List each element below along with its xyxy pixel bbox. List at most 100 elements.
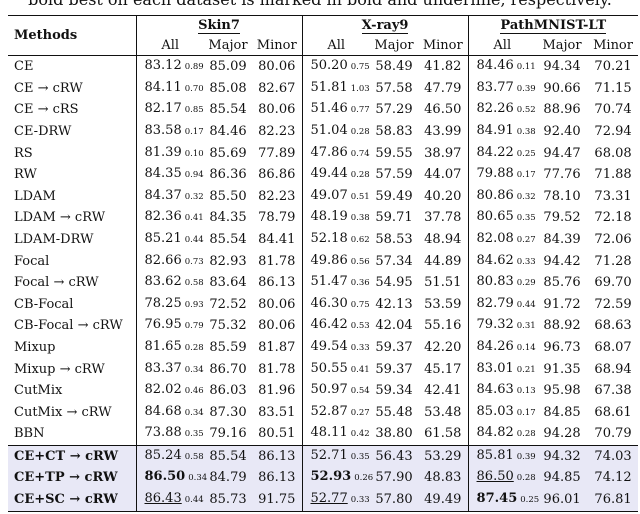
cell-path-minor: 68.08: [594, 145, 632, 161]
cell-skin-minor: 81.96: [252, 380, 303, 402]
cell-skin-major: 86.70: [209, 361, 247, 377]
cell-skin-all: 83.12 0.89: [136, 55, 204, 78]
value-all: 52.77: [310, 491, 348, 507]
value-all: 85.03: [476, 403, 514, 419]
value-all: 82.26: [476, 101, 514, 117]
table-row: Mixup → cRW 83.37 0.34 86.70 81.78 50.55 0.41 5…: [8, 358, 638, 381]
value-all: 82.17: [144, 101, 182, 117]
cell-path-major: 88.96: [543, 102, 581, 118]
value-std: 0.75: [350, 62, 370, 73]
cell-xray-minor: 47.79: [418, 77, 469, 100]
cell-path-minor: 71.88: [594, 167, 632, 183]
value-all: 84.82: [476, 425, 514, 441]
value-std: 0.13: [516, 386, 536, 397]
cell-path-all: 82.26 0.52: [468, 99, 536, 121]
cell-path-minor: 68.63: [594, 318, 632, 334]
table-row: RS 81.39 0.10 85.69 77.89 47.86 0.74 59.55 38.97…: [8, 142, 638, 165]
cell-xray-all: 52.71 0.35: [302, 444, 370, 468]
value-all: 79.32: [476, 317, 514, 333]
cell-path-minor: 70.74: [594, 102, 632, 118]
table-row: BBN 73.88 0.35 79.16 80.51 48.11 0.42 38.80 61.5…: [8, 423, 638, 446]
cell-skin-major: 87.30: [209, 404, 247, 420]
cell-skin-minor: 80.06: [252, 55, 303, 78]
cell-path-all: 84.63 0.13: [468, 380, 536, 402]
cell-xray-major: 57.29: [375, 102, 413, 118]
cell-skin-major: 85.50: [209, 188, 247, 204]
value-std: 0.44: [184, 495, 204, 506]
cell-xray-major: 59.49: [375, 188, 413, 204]
cell-path-all: 83.77 0.39: [468, 78, 536, 100]
value-all: 49.54: [310, 338, 348, 354]
cell-path-minor: 71.15: [594, 80, 632, 96]
cell-skin-all: 76.95 0.79: [136, 315, 204, 337]
cell-xray-all: 49.54 0.33: [302, 337, 370, 359]
proposed-method-row: CE+TP → cRW 86.50 0.34 84.79 86.13 52.93 0.26 5…: [8, 467, 639, 490]
cell-path-minor: 67.38: [594, 383, 632, 399]
header-row-datasets: Methods Skin7 X-ray9 PathMNIST-LT: [8, 14, 639, 56]
cell-path-minor: 68.94: [594, 361, 632, 377]
subcol-header-all: All: [327, 37, 346, 53]
cell-path-major: 84.39: [543, 231, 581, 247]
dataset-header-pathmnist: PathMNIST-LT: [468, 14, 639, 36]
cell-xray-major: 57.90: [375, 470, 413, 486]
cell-xray-all: 51.81 1.03: [302, 78, 370, 100]
value-all: 46.42: [310, 317, 348, 333]
table-row: LDAM-DRW 85.21 0.44 85.54 84.41 52.18 0.62 58.5…: [8, 228, 638, 251]
cell-skin-minor: 82.67: [252, 77, 303, 100]
value-std: 0.17: [184, 126, 204, 137]
cell-xray-all: 52.77 0.33: [302, 489, 370, 512]
method-name-cell: CE+SC → cRW: [8, 489, 137, 512]
value-std: 0.28: [516, 429, 536, 440]
value-std: 0.54: [350, 386, 370, 397]
value-all: 82.08: [476, 230, 514, 246]
method-name-cell: CE → cRW: [8, 77, 137, 100]
table-row: CB-Focal 78.25 0.93 72.52 80.06 46.30 0.75 42.1…: [8, 293, 638, 316]
cell-skin-minor: 82.23: [252, 185, 303, 208]
value-all: 84.68: [144, 403, 182, 419]
value-all: 87.45: [476, 491, 518, 507]
value-all: 83.12: [144, 58, 182, 74]
method-name-cell: CE-DRW: [8, 120, 137, 143]
results-table: Methods Skin7 X-ray9 PathMNIST-LT All Ma…: [8, 14, 639, 512]
value-std: 0.42: [350, 429, 370, 440]
method-name-cell: CutMix → cRW: [8, 401, 137, 424]
cell-path-minor: 69.70: [594, 275, 632, 291]
cell-skin-major: 82.93: [209, 253, 247, 269]
value-all: 46.30: [310, 295, 348, 311]
value-std: 0.34: [184, 407, 204, 418]
cell-skin-all: 84.37 0.32: [136, 186, 204, 208]
cell-skin-major: 85.59: [209, 339, 247, 355]
cell-xray-all: 49.44 0.28: [302, 164, 370, 186]
dataset-header-skin7: Skin7: [136, 14, 303, 36]
method-name-cell: CutMix: [8, 380, 137, 402]
cell-xray-minor: 46.50: [418, 99, 469, 121]
value-std: 0.10: [184, 148, 204, 159]
cell-xray-major: 57.59: [375, 167, 413, 183]
value-all: 84.63: [476, 382, 514, 398]
value-all: 50.97: [310, 382, 348, 398]
cell-skin-all: 73.88 0.35: [136, 423, 204, 445]
cell-xray-minor: 53.59: [418, 293, 469, 316]
table-row: CE 83.12 0.89 85.09 80.06 50.20 0.75 58.49 41.82…: [8, 55, 639, 78]
value-std: 0.17: [516, 170, 536, 181]
cell-path-all: 80.83 0.29: [468, 272, 536, 294]
cell-skin-minor: 81.78: [252, 250, 303, 273]
subcol-header-major: Major: [542, 37, 582, 53]
method-name-cell: RW: [8, 164, 137, 186]
method-name-cell: Mixup → cRW: [8, 358, 137, 381]
method-name-cell: LDAM-DRW: [8, 228, 137, 251]
cell-skin-major: 79.16: [209, 426, 247, 442]
value-std: 0.28: [350, 170, 370, 181]
cell-skin-minor: 80.51: [252, 423, 303, 446]
value-std: 0.74: [350, 148, 370, 159]
value-std: 0.73: [184, 256, 204, 267]
cell-path-minor: 72.94: [594, 123, 632, 139]
value-all: 49.44: [310, 166, 348, 182]
value-all: 49.86: [310, 252, 348, 268]
cell-path-major: 78.10: [543, 188, 581, 204]
dataset-header-xray9: X-ray9: [302, 14, 469, 36]
cell-xray-minor: 61.58: [418, 423, 469, 446]
value-all: 83.01: [476, 360, 514, 376]
table-row: CE → cRW 84.11 0.70 85.08 82.67 51.81 1.03 57.5…: [8, 77, 638, 100]
cell-xray-all: 51.47 0.36: [302, 272, 370, 294]
